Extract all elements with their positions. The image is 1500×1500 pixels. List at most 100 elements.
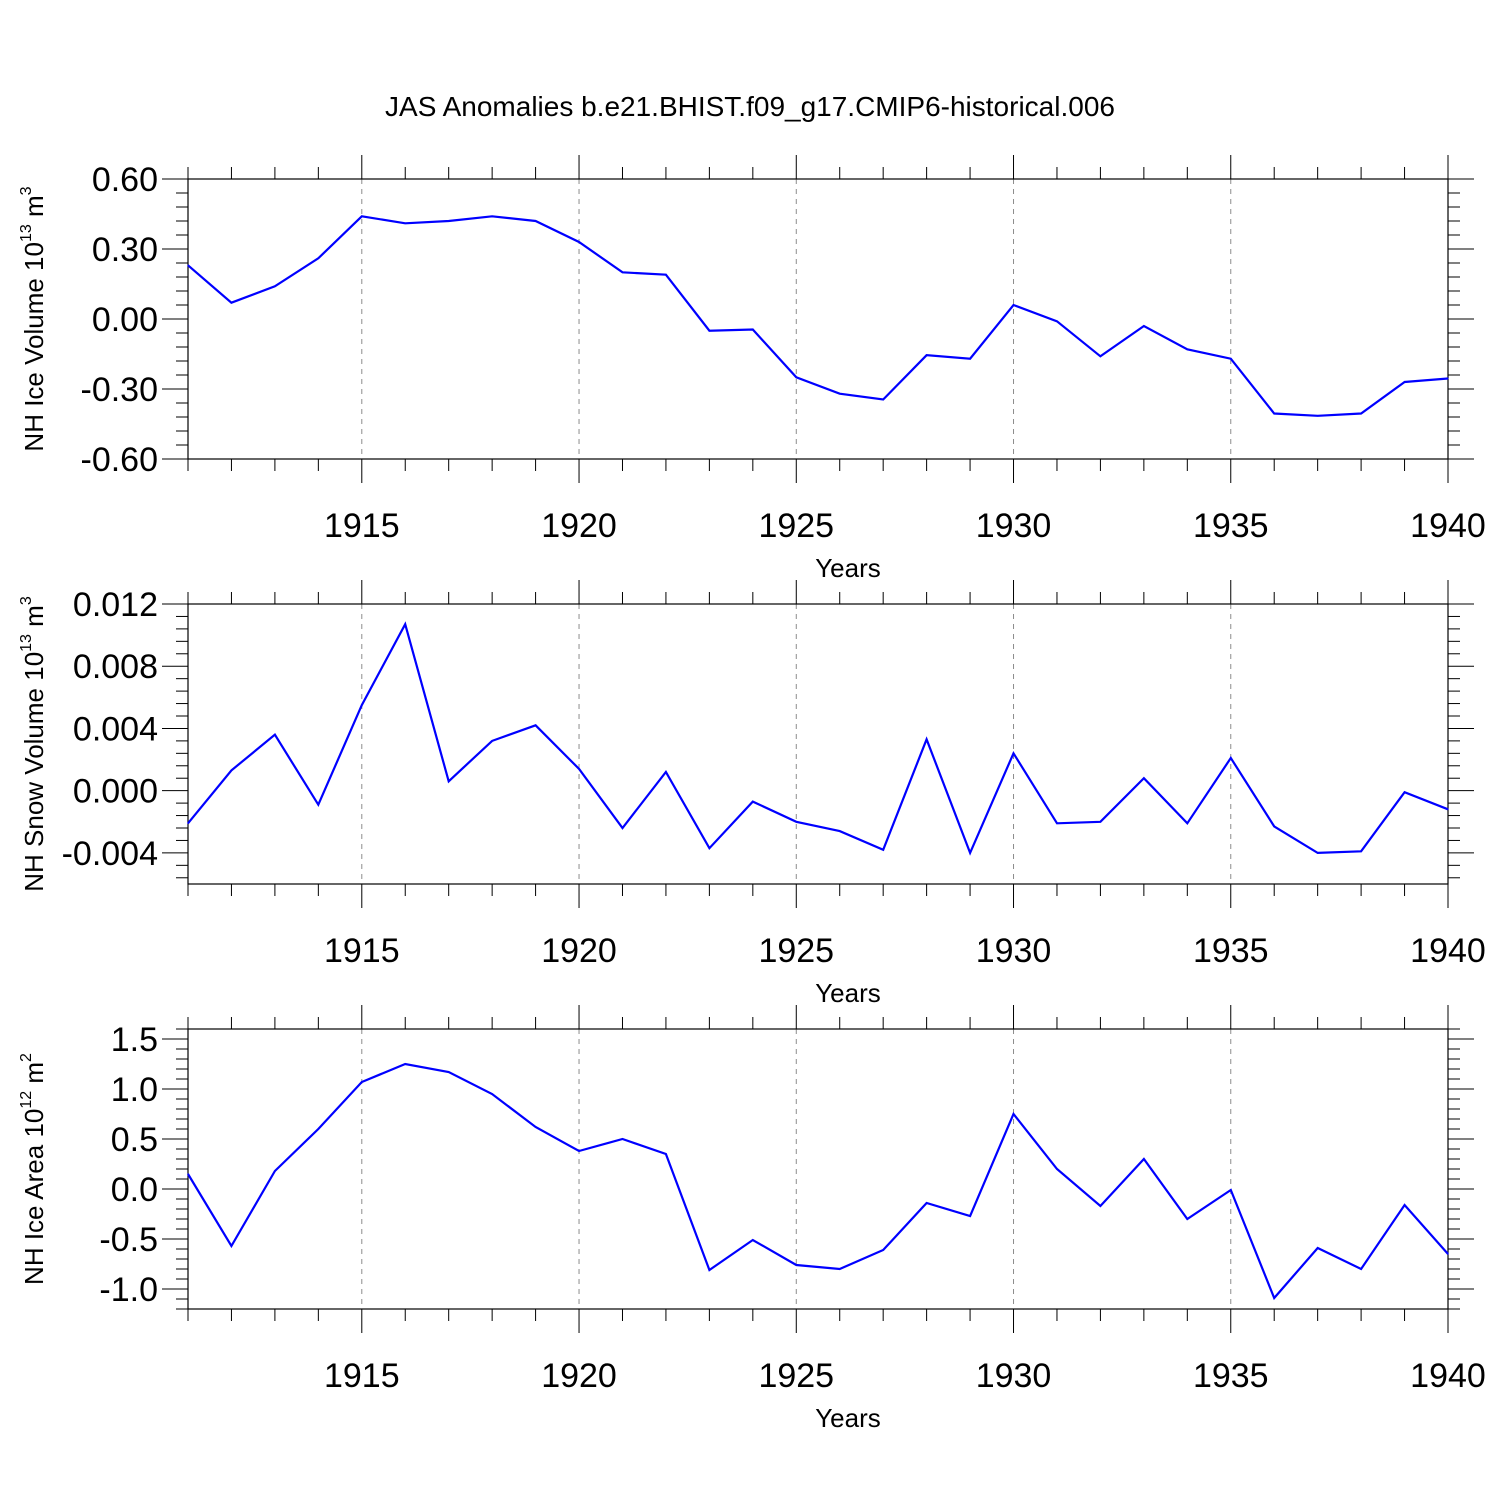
data-point (404, 222, 406, 224)
data-point (665, 274, 667, 276)
x-tick-label: 1940 (1410, 932, 1486, 970)
data-point (1273, 825, 1275, 828)
data-point (1317, 852, 1319, 854)
data-point (578, 1150, 580, 1152)
data-point (230, 302, 233, 304)
x-tick-label: 1920 (541, 507, 617, 545)
panels: -0.60 -0.30 0.00 0.30 0.60 1915 1920 1925 1930 19… (18, 155, 1486, 1433)
x-tick-label: 1915 (324, 932, 400, 970)
data-point (665, 1153, 667, 1155)
y-axis-title-text: NH Ice Area 10 (19, 1109, 49, 1285)
x-axis-title: Years (815, 978, 881, 1008)
x-axis-title: Years (815, 1403, 881, 1433)
data-point (1099, 821, 1102, 823)
data-point (1143, 1158, 1145, 1160)
data-point (795, 1264, 797, 1266)
data-point (1012, 752, 1015, 754)
data-point (274, 1170, 276, 1172)
data-point (1230, 358, 1232, 360)
data-point (1056, 1168, 1058, 1170)
data-point (1186, 348, 1188, 350)
y-axis-title-text: NH Snow Volume 10 (19, 652, 49, 892)
x-tick-label: 1915 (324, 1357, 400, 1395)
y-tick-label: 0.008 (73, 648, 158, 686)
x-tick-label: 1930 (976, 1357, 1052, 1395)
data-point (361, 1081, 363, 1083)
data-point (187, 264, 189, 266)
y-tick-label: -0.60 (81, 441, 159, 479)
data-point (1099, 355, 1102, 357)
x-tick-label: 1915 (324, 507, 400, 545)
data-point (882, 398, 884, 401)
y-axis-title-text: m (19, 605, 49, 634)
data-point (491, 1093, 493, 1095)
data-point (882, 1249, 884, 1251)
data-point (839, 393, 841, 395)
data-point (1403, 381, 1406, 383)
plot-frame (187, 178, 1449, 460)
data-point (882, 849, 884, 851)
y-tick-label: 1.0 (111, 1071, 158, 1109)
y-tick-label: -1.0 (99, 1271, 158, 1309)
data-point (578, 241, 580, 243)
y-axis-title: NH Ice Area 1012 m2 (18, 1053, 49, 1285)
y-axis-title-text: m (19, 1062, 49, 1091)
data-point (752, 800, 754, 803)
x-tick-label: 1920 (541, 932, 617, 970)
x-tick-label: 1940 (1410, 1357, 1486, 1395)
chart-panel-3: -1.0 -0.5 0.0 0.5 1.0 1.5 1915 1920 1925 1930 1935… (18, 1005, 1486, 1433)
y-tick-label: 0.000 (73, 773, 158, 811)
data-point (926, 1202, 928, 1204)
series-line (187, 215, 1449, 417)
data-point (1447, 808, 1449, 810)
data-point (274, 734, 276, 736)
data-point (1403, 791, 1406, 793)
y-tick-label: 0.5 (111, 1121, 158, 1159)
y-axis-title-text: m (19, 195, 49, 224)
y-tick-label: -0.5 (99, 1221, 158, 1259)
data-point (317, 804, 319, 806)
data-point (230, 1245, 233, 1247)
data-point (534, 724, 537, 726)
data-point (1056, 822, 1058, 824)
data-point (1230, 757, 1232, 759)
data-point (448, 220, 450, 222)
y-tick-label: 0.00 (92, 301, 158, 339)
data-point (1056, 320, 1058, 322)
data-point (317, 1128, 319, 1130)
data-point (534, 220, 537, 222)
data-point (317, 257, 319, 259)
y-tick-label: 0.004 (73, 710, 158, 748)
data-point (1143, 777, 1145, 779)
data-point (795, 821, 797, 823)
y-tick-label: 0.60 (92, 161, 158, 199)
data-point (1230, 1189, 1232, 1191)
data-point (1447, 377, 1449, 380)
data-point (1447, 1253, 1449, 1255)
data-point (708, 847, 710, 849)
data-point (665, 771, 667, 773)
data-point (1186, 1218, 1188, 1220)
data-point (969, 1215, 971, 1217)
data-point (839, 830, 841, 832)
data-point (708, 1269, 710, 1271)
x-tick-label: 1925 (758, 1357, 834, 1395)
figure-title: JAS Anomalies b.e21.BHIST.f09_g17.CMIP6-… (385, 91, 1115, 122)
y-tick-label: -0.004 (62, 835, 158, 873)
data-point (621, 827, 624, 829)
data-point (1186, 822, 1188, 824)
data-point (230, 769, 233, 772)
data-point (969, 852, 971, 854)
y-tick-label: 0.30 (92, 231, 158, 269)
data-point (1143, 325, 1145, 327)
data-point (969, 358, 971, 360)
data-point (404, 623, 406, 625)
series-line (187, 621, 1449, 856)
data-point (1317, 1247, 1319, 1249)
data-point (448, 780, 450, 782)
chart-panel-1: -0.60 -0.30 0.00 0.30 0.60 1915 1920 1925 1930 19… (18, 155, 1486, 583)
data-point (926, 738, 928, 740)
series-line (187, 1062, 1449, 1301)
y-axis-title-text: NH Ice Volume 10 (19, 242, 49, 452)
